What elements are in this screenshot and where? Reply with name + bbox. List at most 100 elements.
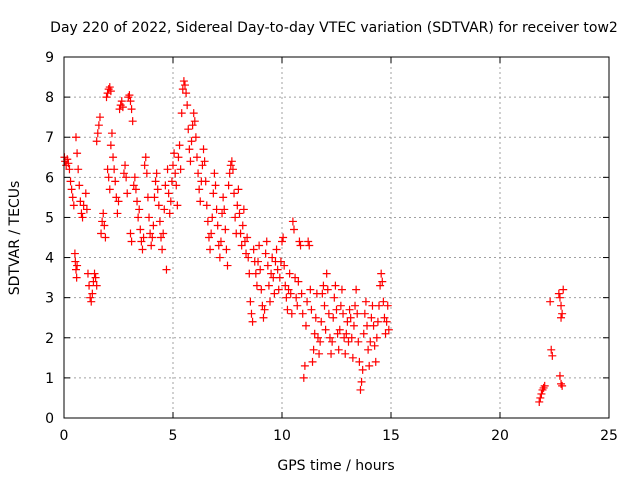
data-point [382, 317, 391, 326]
data-point [136, 225, 145, 234]
data-point [311, 313, 320, 322]
data-point [337, 285, 346, 294]
data-point [535, 397, 544, 406]
data-point [186, 157, 195, 166]
data-point [106, 141, 115, 150]
y-tick-label: 4 [45, 251, 54, 267]
data-point [357, 377, 366, 386]
data-point [191, 133, 200, 142]
data-point [210, 169, 219, 178]
data-point [211, 181, 220, 190]
y-tick-label: 8 [45, 90, 54, 106]
data-point [212, 205, 221, 214]
data-point [127, 237, 136, 246]
data-point [291, 273, 300, 282]
data-point [112, 193, 121, 202]
data-point [364, 345, 373, 354]
data-point [165, 209, 174, 218]
data-point [175, 141, 184, 150]
data-point [115, 105, 124, 114]
data-point [283, 305, 292, 314]
data-point [274, 285, 283, 294]
y-tick-label: 1 [45, 371, 54, 387]
data-point [178, 85, 187, 94]
data-point [272, 245, 281, 254]
data-point [218, 209, 227, 218]
data-point [286, 289, 295, 298]
data-point [204, 233, 213, 242]
data-point [238, 221, 247, 230]
data-point [320, 301, 329, 310]
data-point [68, 193, 77, 202]
data-point [377, 269, 386, 278]
data-point [105, 185, 114, 194]
data-point [256, 265, 265, 274]
data-point [107, 129, 116, 138]
data-point [268, 253, 277, 262]
data-point [203, 217, 212, 226]
y-tick-label: 3 [45, 291, 54, 307]
data-point [558, 309, 567, 318]
data-point [222, 245, 231, 254]
data-point [129, 181, 138, 190]
data-point [173, 201, 182, 210]
data-point [116, 101, 125, 110]
y-tick-label: 2 [45, 331, 54, 347]
data-point [187, 137, 196, 146]
data-point [63, 155, 72, 164]
data-point [372, 333, 381, 342]
data-point [69, 201, 78, 210]
data-point [235, 209, 244, 218]
data-point [329, 313, 338, 322]
data-point [104, 85, 113, 94]
data-point [140, 161, 149, 170]
y-tick-label: 0 [45, 411, 54, 427]
data-point [305, 241, 314, 250]
data-point [299, 373, 308, 382]
data-point [146, 229, 155, 238]
data-point [230, 189, 239, 198]
data-point [349, 321, 358, 330]
data-point [150, 193, 159, 202]
data-point [321, 325, 330, 334]
data-point [260, 305, 269, 314]
data-point [92, 281, 101, 290]
data-point [85, 281, 94, 290]
data-point [352, 285, 361, 294]
data-point [74, 165, 83, 174]
data-point [348, 353, 357, 362]
data-point [219, 193, 228, 202]
data-point [301, 321, 310, 330]
data-point [66, 177, 75, 186]
data-point [339, 309, 348, 318]
data-point [554, 289, 563, 298]
data-point [266, 297, 275, 306]
data-point [318, 289, 327, 298]
data-point [224, 181, 233, 190]
data-point [358, 365, 367, 374]
data-point [179, 77, 188, 86]
data-point [67, 185, 76, 194]
axis-ticks: 0 5 10 15 20 25 0 1 2 3 4 5 6 7 8 9 [45, 50, 618, 444]
data-point [77, 209, 86, 218]
data-point [153, 185, 162, 194]
data-point [336, 301, 345, 310]
data-point [154, 201, 163, 210]
data-point [88, 289, 97, 298]
data-point [345, 305, 354, 314]
data-point [365, 361, 374, 370]
data-point [300, 361, 309, 370]
data-point [319, 281, 328, 290]
data-point [558, 381, 567, 390]
data-point [194, 169, 203, 178]
data-point [91, 273, 100, 282]
data-point [254, 257, 263, 266]
data-point [97, 229, 106, 238]
data-point [94, 121, 103, 130]
data-point [141, 153, 150, 162]
data-point [304, 237, 313, 246]
data-point [289, 225, 298, 234]
data-point [284, 285, 293, 294]
data-point [180, 81, 189, 90]
data-point [163, 165, 172, 174]
